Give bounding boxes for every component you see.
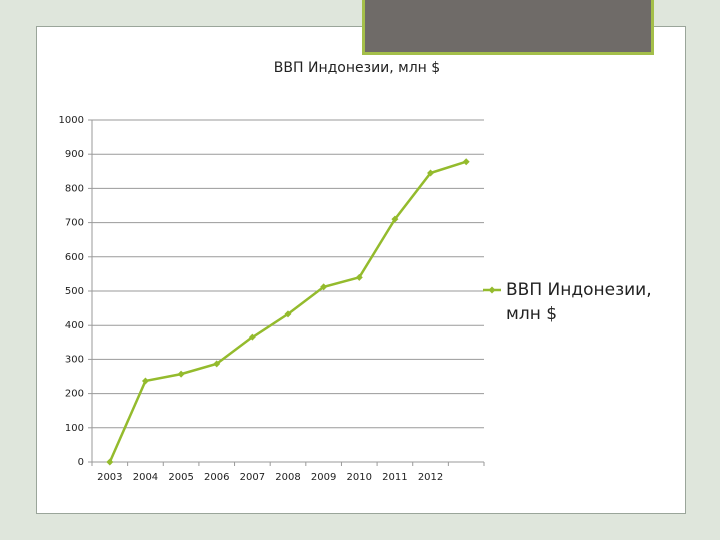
y-tick-label: 700 <box>65 218 84 229</box>
y-tick-label: 900 <box>65 149 84 160</box>
point-marker <box>427 169 435 177</box>
point-marker <box>320 283 328 291</box>
y-tick-label: 0 <box>78 457 84 468</box>
point-marker <box>106 458 114 466</box>
legend-marker <box>488 286 496 294</box>
point-marker <box>177 370 185 378</box>
x-tick-label: 2011 <box>382 472 407 483</box>
header-box <box>362 0 654 55</box>
point-marker <box>391 215 399 223</box>
point-marker <box>284 310 292 318</box>
y-tick-label: 500 <box>65 286 84 297</box>
point-marker <box>141 377 149 385</box>
point-marker <box>213 360 221 368</box>
y-tick-label: 600 <box>65 252 84 263</box>
x-tick-label: 2012 <box>418 472 443 483</box>
y-tick-label: 800 <box>65 183 84 194</box>
y-tick-label: 400 <box>65 320 84 331</box>
x-tick-label: 2006 <box>204 472 229 483</box>
y-tick-label: 100 <box>65 423 84 434</box>
point-marker <box>462 158 470 166</box>
x-tick-label: 2008 <box>275 472 300 483</box>
x-tick-label: 2003 <box>97 472 122 483</box>
chart-title: ВВП Индонезии, млн $ <box>274 60 440 76</box>
x-tick-label: 2007 <box>240 472 265 483</box>
y-tick-label: 200 <box>65 389 84 400</box>
x-tick-label: 2010 <box>347 472 372 483</box>
legend-label: ВВП Индонезии, млн $ <box>506 280 652 324</box>
chart-panel <box>36 26 686 514</box>
y-tick-label: 300 <box>65 354 84 365</box>
x-tick-label: 2004 <box>133 472 158 483</box>
y-tick-label: 1000 <box>59 115 84 126</box>
x-tick-label: 2005 <box>168 472 193 483</box>
point-marker <box>355 273 363 281</box>
x-tick-label: 2009 <box>311 472 336 483</box>
point-marker <box>248 333 256 341</box>
